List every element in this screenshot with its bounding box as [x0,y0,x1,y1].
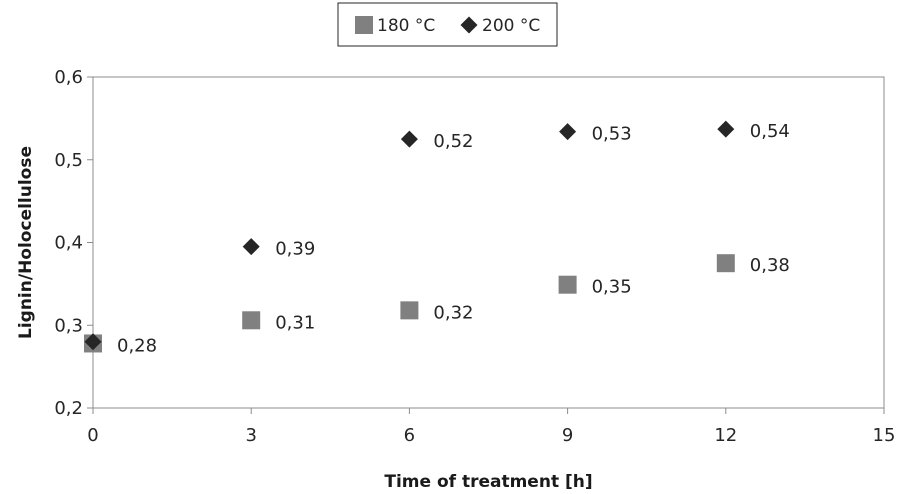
x-tick-label: 0 [87,425,98,446]
legend-item-1: 180 °C [355,16,435,36]
data-point-square [558,275,577,294]
data-point-square [716,254,735,273]
x-tick-label: 15 [873,425,896,446]
data-label: 0,35 [592,277,632,298]
data-label: 0,52 [433,131,473,152]
data-label: 0,39 [275,239,315,260]
data-point-diamond [400,130,418,148]
y-tick-label: 0,4 [54,233,83,254]
legend-square-icon [355,16,373,34]
series-1: 0,28 0,31 0,32 0,35 0,38 [84,254,790,356]
data-point-diamond [242,238,260,256]
y-tick-label: 0,5 [54,150,83,171]
data-label: 0,54 [750,121,790,142]
series-2: 0,39 0,52 0,53 0,54 [84,120,790,351]
legend-box [337,2,558,47]
legend: 180 °C 200 °C [337,2,558,47]
data-label: 0,28 [117,335,157,356]
x-tick-label: 6 [404,425,415,446]
y-axis-title: Lignin/Holocellulose [16,146,36,339]
x-axis: 0 3 6 9 12 15 [87,408,895,446]
series-layer: 0,28 0,31 0,32 0,35 0,38 0,39 0,52 0,53 0,54 [84,120,790,356]
y-axis: 0,2 0,3 0,4 0,5 0,6 [54,67,93,419]
data-label: 0,32 [433,302,473,323]
legend-label: 200 °C [482,16,540,36]
x-tick-label: 9 [562,425,573,446]
x-tick-label: 3 [245,425,256,446]
data-label: 0,31 [275,312,315,333]
legend-label: 180 °C [377,16,435,36]
y-tick-label: 0,3 [54,315,83,336]
x-axis-title: Time of treatment [h] [384,472,592,492]
x-tick-label: 12 [714,425,737,446]
data-label: 0,53 [592,124,632,145]
data-point-square [242,311,261,330]
legend-diamond-icon [460,16,478,34]
y-tick-label: 0,6 [54,67,83,88]
data-label: 0,38 [750,255,790,276]
data-point-diamond [559,123,577,141]
data-point-diamond [717,120,735,138]
legend-item-2: 200 °C [460,16,540,36]
data-point-square [400,301,419,320]
y-tick-label: 0,2 [54,398,83,419]
data-point-diamond [84,333,102,351]
